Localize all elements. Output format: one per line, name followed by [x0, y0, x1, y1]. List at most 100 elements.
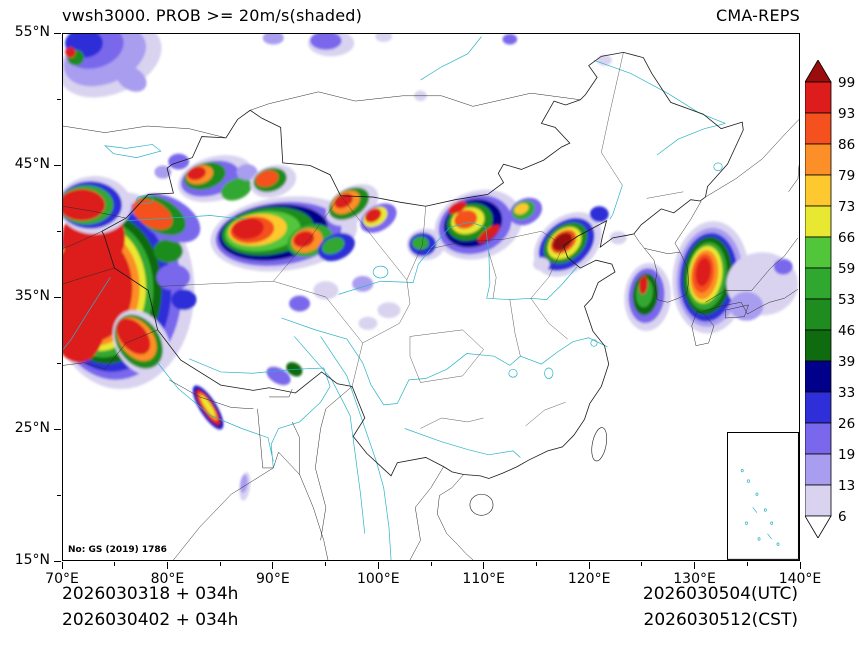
chart-title: vwsh3000. PROB >= 20m/s(shaded): [62, 6, 363, 25]
prob-region: [232, 217, 264, 240]
colorbar-cell: [804, 422, 832, 455]
prob-region: [454, 210, 478, 229]
y-tick-label: 15°N: [14, 552, 50, 568]
colorbar-cell: [804, 329, 832, 362]
prob-region: [773, 258, 793, 275]
colorbar-cell: [804, 360, 832, 393]
colorbar-tick-label: 99: [838, 75, 855, 91]
inset-islands: [741, 469, 779, 545]
foreign-borders-coasts: [63, 92, 799, 560]
colorbar-cell: [804, 267, 832, 300]
colorbar-tick-label: 26: [838, 416, 855, 432]
axis-tick: [54, 164, 61, 166]
prob-region: [477, 224, 500, 243]
lake-poyang: [545, 368, 553, 379]
axis-tick: [799, 562, 801, 569]
valid-time-cst: 2026030512(CST): [643, 610, 798, 630]
prob-region: [240, 474, 248, 493]
model-label: CMA-REPS: [716, 6, 800, 25]
colorbar-cell: [804, 391, 832, 424]
init-time-utc: 2026030318 + 034h: [62, 584, 239, 604]
colorbar-tick-label: 79: [838, 168, 855, 184]
prob-region: [502, 34, 518, 45]
lake-khanka: [714, 163, 722, 171]
axis-tick: [694, 562, 696, 569]
prob-region: [236, 164, 258, 180]
lake-issyk-kul: [137, 196, 154, 204]
axis-tick: [219, 562, 221, 566]
colorbar-tick-label: 46: [838, 323, 855, 339]
y-tick-label: 25°N: [14, 420, 50, 436]
colorbar-bottom-triangle: [804, 515, 832, 539]
rivers-path: [63, 37, 725, 560]
prob-region: [132, 198, 173, 230]
y-tick-label: 55°N: [14, 24, 50, 40]
axis-tick: [588, 562, 590, 569]
prob-region: [729, 291, 764, 321]
colorbar-cell: [804, 298, 832, 331]
island-hainan: [470, 494, 493, 515]
axis-tick: [54, 428, 61, 430]
prob-region: [65, 47, 76, 58]
lake-taihu: [591, 340, 597, 347]
axis-tick: [377, 562, 379, 569]
prob-region: [262, 34, 284, 45]
prob-region: [116, 318, 151, 355]
lake-dongting: [509, 369, 517, 377]
y-tick-label: 35°N: [14, 288, 50, 304]
footer-row-valid: 2026030402 + 034h 2026030512(CST): [62, 610, 798, 630]
colorbar-cell: [804, 143, 832, 176]
prob-region: [63, 189, 106, 221]
prob-region: [168, 153, 190, 170]
axis-tick: [746, 562, 748, 566]
map-plot-area: No: GS (2019) 1786: [62, 33, 800, 561]
colorbar-cell: [804, 453, 832, 486]
prob-region: [116, 65, 147, 92]
axis-tick: [54, 32, 61, 34]
init-time-cst: 2026030402 + 034h: [62, 610, 239, 630]
axis-tick: [57, 494, 61, 496]
colorbar-tick-label: 73: [838, 199, 855, 215]
axis-tick: [272, 562, 274, 569]
prob-region: [187, 166, 206, 181]
prob-region: [310, 34, 342, 50]
axis-tick: [114, 562, 116, 566]
title-row: vwsh3000. PROB >= 20m/s(shaded) CMA-REPS: [62, 6, 800, 25]
prob-region: [201, 395, 216, 417]
y-tick-label: 45°N: [14, 156, 50, 172]
prob-region: [377, 302, 401, 319]
colorbar-cell: [804, 484, 832, 517]
colorbar-tick-label: 6: [838, 509, 847, 525]
axis-tick: [430, 562, 432, 566]
prob-region: [448, 201, 467, 214]
prob-region: [352, 275, 374, 292]
colorbar-tick-label: 13: [838, 478, 855, 494]
prob-region: [589, 206, 609, 223]
prob-region: [514, 203, 529, 215]
axis-tick: [57, 230, 61, 232]
island-taiwan: [589, 426, 609, 463]
footer-row-init: 2026030318 + 034h 2026030504(UTC): [62, 584, 798, 604]
axis-tick: [54, 560, 61, 562]
colorbar-tick-label: 93: [838, 106, 855, 122]
colorbar-tick-label: 66: [838, 230, 855, 246]
prob-region: [375, 34, 393, 42]
colorbar-top-triangle: [804, 59, 832, 83]
lake-qinghai: [373, 266, 388, 278]
inset-border: [728, 432, 799, 559]
prob-region: [156, 264, 191, 291]
prob-region: [412, 236, 429, 250]
axis-tick: [61, 562, 63, 569]
prob-region: [171, 289, 197, 311]
colorbar-tick-label: 39: [838, 354, 855, 370]
prob-region: [532, 257, 550, 271]
colorbar-cell: [804, 236, 832, 269]
colorbar-tick-label: 19: [838, 447, 855, 463]
rivers-and-lakes: [63, 37, 725, 560]
colorbar-tick-label: 59: [838, 261, 855, 277]
prob-region: [293, 231, 315, 248]
axis-tick: [325, 562, 327, 566]
axis-tick: [57, 362, 61, 364]
prob-region: [609, 231, 627, 245]
